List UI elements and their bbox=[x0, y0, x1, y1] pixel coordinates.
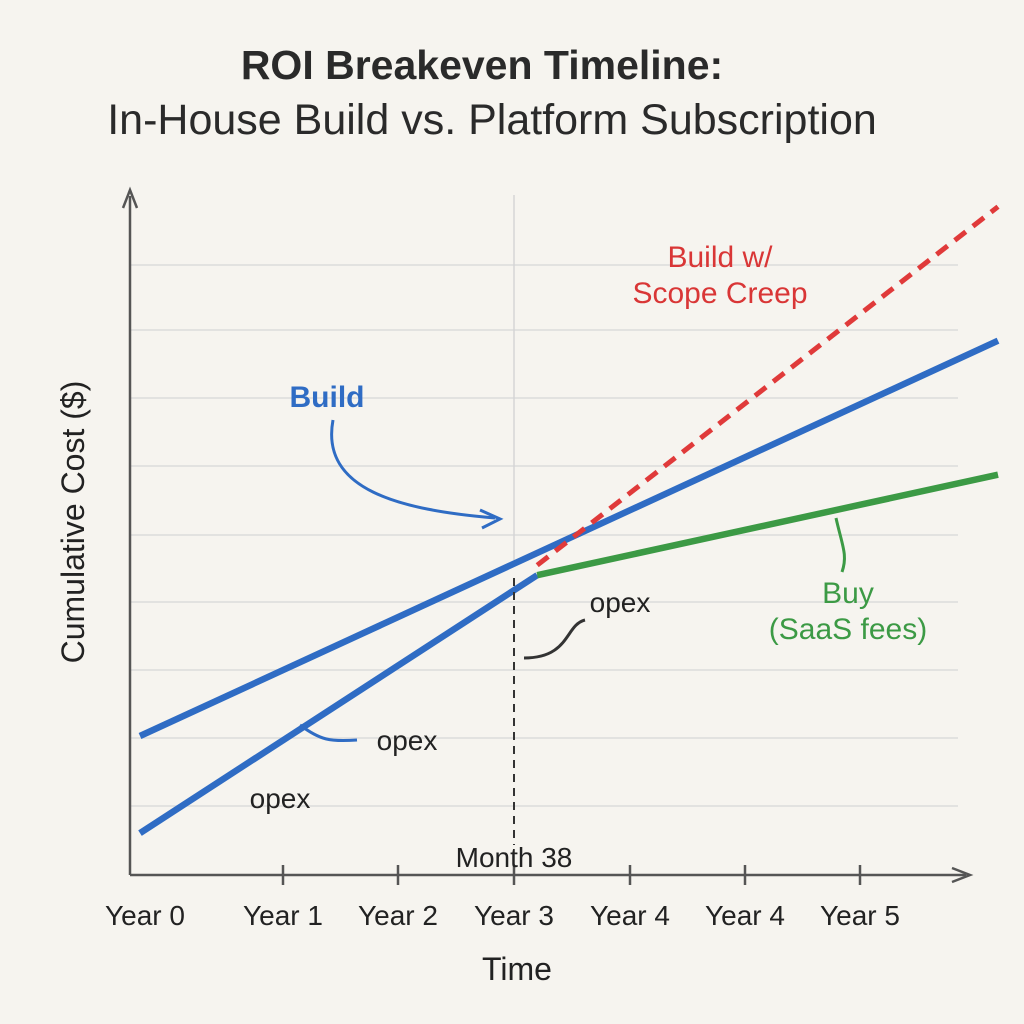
series-label-buy: Buy (SaaS fees) bbox=[769, 577, 927, 646]
series-label-build: Build bbox=[290, 381, 365, 414]
y-axis-title: Cumulative Cost ($) bbox=[55, 381, 91, 664]
opex-callout-line-lower bbox=[299, 723, 358, 743]
chart-title: ROI Breakeven Timeline: bbox=[240, 42, 724, 88]
x-axis-arrow-icon bbox=[951, 866, 974, 884]
x-tick-label-6: Year 5 bbox=[820, 900, 900, 931]
x-tick-label-0: Year 0 bbox=[105, 900, 185, 931]
build-callout-arrowhead-icon bbox=[479, 508, 504, 530]
build-line bbox=[138, 337, 1000, 739]
annotation-opex-lower: opex bbox=[377, 725, 438, 756]
annotation-month-38: Month 38 bbox=[456, 842, 573, 873]
buy-saas-line bbox=[536, 471, 999, 579]
opex-callout-line-breakeven bbox=[523, 618, 586, 660]
x-tick-label-2: Year 2 bbox=[358, 900, 438, 931]
build-callout-arrow bbox=[330, 419, 496, 520]
annotation-opex-breakeven: opex bbox=[590, 587, 651, 618]
annotation-opex-start: opex bbox=[250, 783, 311, 814]
x-tick-label-1: Year 1 bbox=[243, 900, 323, 931]
x-tick-label-5: Year 4 bbox=[705, 900, 785, 931]
x-tick-label-3: Year 3 bbox=[474, 900, 554, 931]
y-axis-arrow-icon bbox=[121, 186, 139, 209]
series-label-scope-creep: Build w/Scope Creep bbox=[632, 241, 807, 310]
build-lower-line bbox=[138, 572, 539, 836]
x-tick-label-4: Year 4 bbox=[590, 900, 670, 931]
chart-subtitle: In-House Build vs. Platform Subscription bbox=[107, 96, 877, 144]
build-scope-creep-line bbox=[535, 204, 1000, 568]
x-axis-title: Time bbox=[482, 951, 552, 987]
buy-callout-line bbox=[834, 517, 846, 573]
